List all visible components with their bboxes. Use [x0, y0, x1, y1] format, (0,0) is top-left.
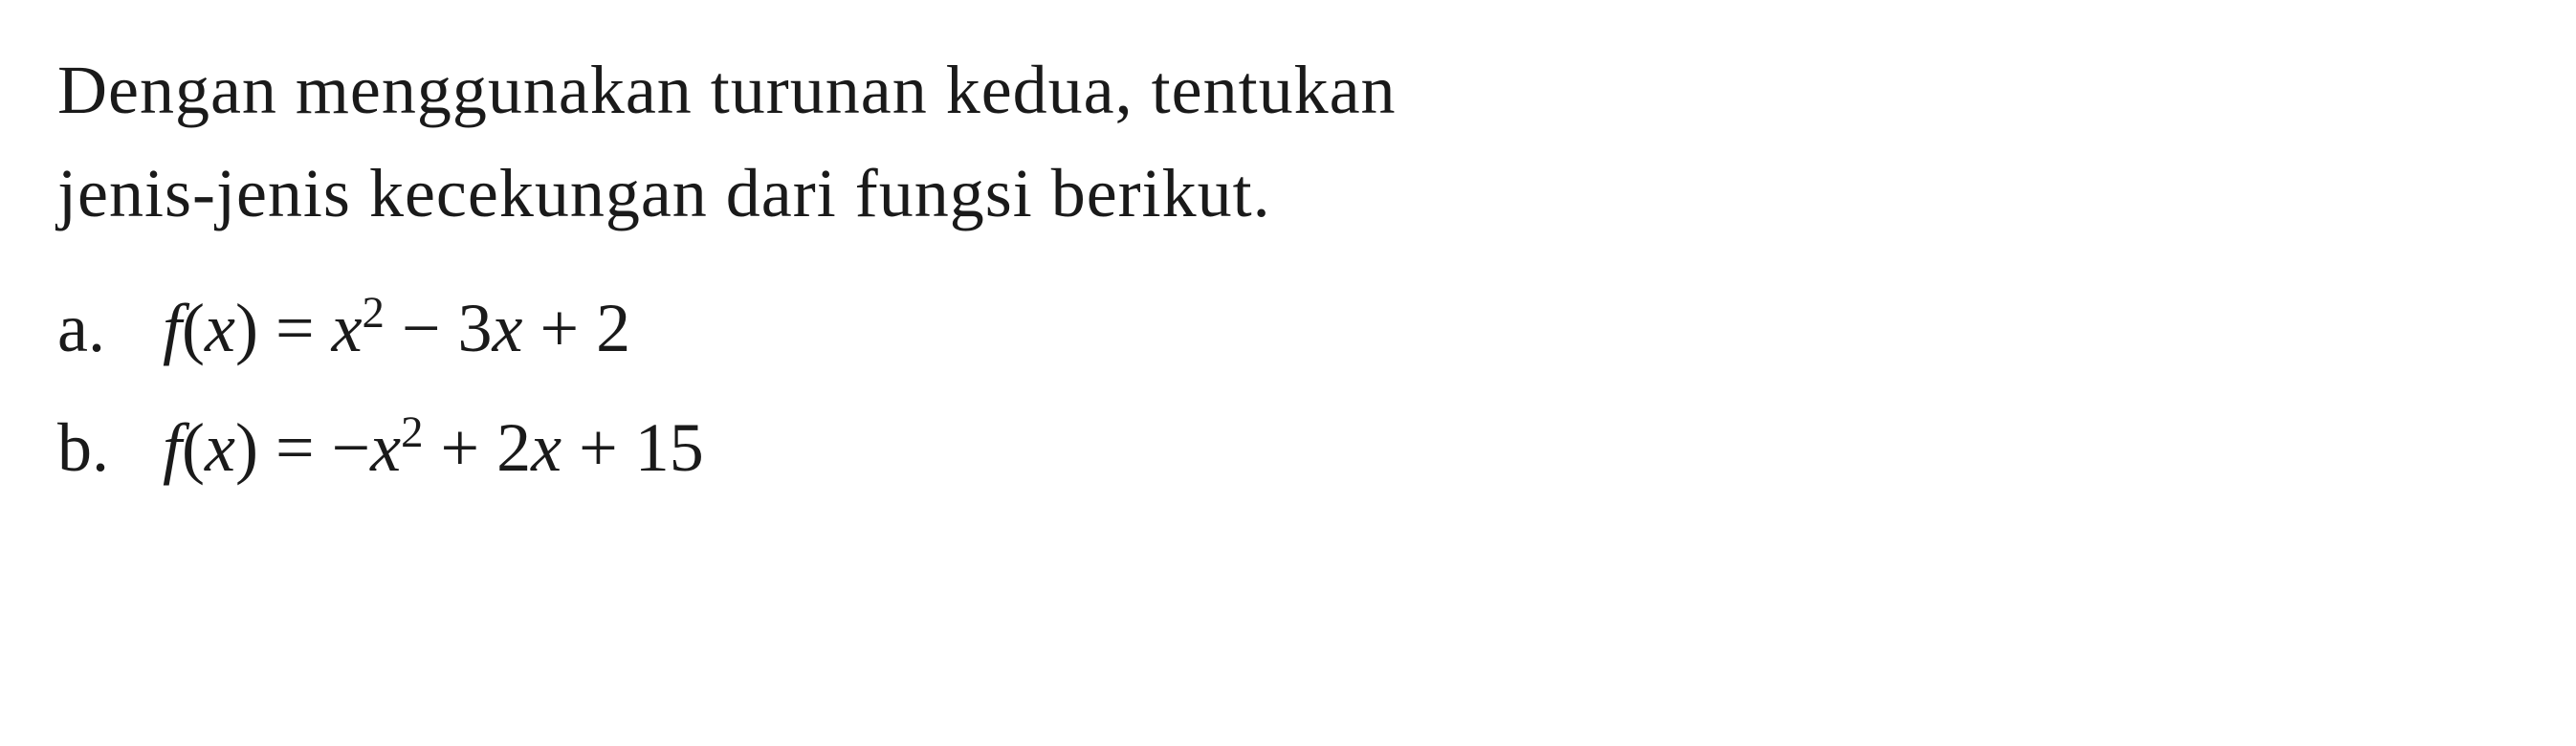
- term-const: + 2: [523, 290, 631, 366]
- sub-item-b: b. f(x) = −x2 + 2x + 15: [57, 393, 2519, 503]
- instruction-text: Dengan menggunakan turunan kedua, tentuk…: [57, 38, 2519, 245]
- func-name: f: [163, 409, 182, 486]
- item-equation-b: f(x) = −x2 + 2x + 15: [163, 393, 704, 503]
- func-var: x: [205, 409, 235, 486]
- item-label-a: a.: [57, 274, 163, 384]
- term-exp: 2: [401, 407, 423, 457]
- func-name: f: [163, 290, 182, 366]
- sub-items-list: a. f(x) = x2 − 3x + 2 b. f(x) = −x2 + 2x…: [57, 274, 2519, 503]
- instruction-line-1: Dengan menggunakan turunan kedua, tentuk…: [57, 52, 1397, 128]
- equals-sign: =: [258, 290, 332, 366]
- term-var: x: [493, 290, 523, 366]
- item-label-b: b.: [57, 393, 163, 503]
- func-var: x: [205, 290, 235, 366]
- sub-item-a: a. f(x) = x2 − 3x + 2: [57, 274, 2519, 384]
- instruction-line-2: jenis-jenis kecekungan dari fungsi berik…: [57, 155, 1271, 231]
- term-exp: 2: [363, 288, 385, 338]
- term-coeff: + 2: [424, 409, 532, 486]
- math-problem: Dengan menggunakan turunan kedua, tentuk…: [57, 38, 2519, 503]
- item-equation-a: f(x) = x2 − 3x + 2: [163, 274, 630, 384]
- term-var: x: [332, 290, 363, 366]
- term-var: x: [370, 409, 401, 486]
- neg-sign: −: [332, 409, 371, 486]
- equals-sign: =: [258, 409, 332, 486]
- term-coeff: − 3: [385, 290, 493, 366]
- term-const: + 15: [561, 409, 704, 486]
- term-var: x: [531, 409, 561, 486]
